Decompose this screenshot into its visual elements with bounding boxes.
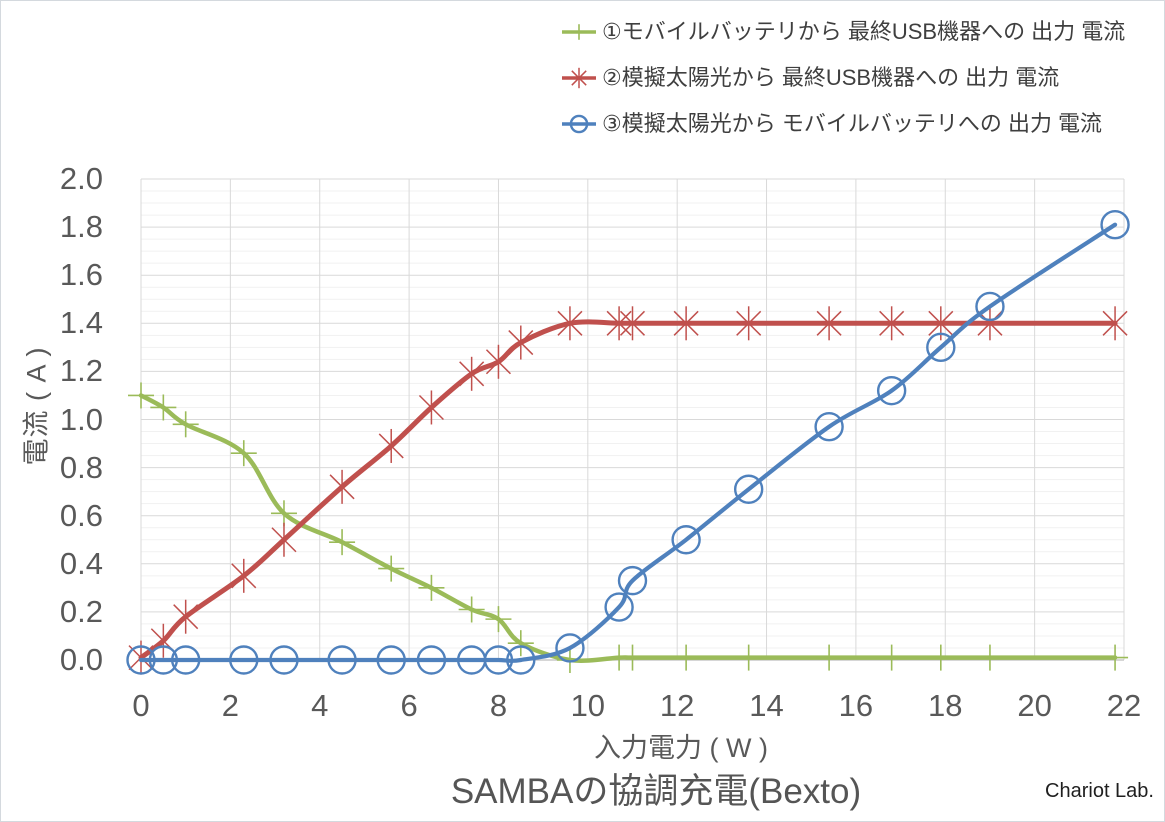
y-tick-label: 1.6 xyxy=(59,257,103,293)
x-tick-label: 10 xyxy=(570,688,606,723)
legend-item-1: ①モバイルバッテリから 最終USB機器への 出力 電流 xyxy=(562,18,1125,46)
y-tick-label: 1.8 xyxy=(59,209,103,245)
series-2-line xyxy=(138,319,1118,661)
x-tick-label: 18 xyxy=(928,688,963,723)
legend-marker-asterisk-icon xyxy=(562,67,596,89)
legend-item-2: ②模擬太陽光から 最終USB機器への 出力 電流 xyxy=(562,64,1059,92)
y-tick-label: 1.0 xyxy=(59,401,103,437)
legend-item-label: ①モバイルバッテリから 最終USB機器への 出力 電流 xyxy=(602,19,1126,44)
x-tick-label: 12 xyxy=(659,688,695,723)
legend-item-label: ②模擬太陽光から 最終USB機器への 出力 電流 xyxy=(602,65,1060,90)
series-2-markers xyxy=(128,306,1128,675)
legend-item-label: ③模擬太陽光から モバイルバッテリへの 出力 電流 xyxy=(602,111,1103,136)
y-tick-label: 1.2 xyxy=(59,353,103,389)
series-1-markers xyxy=(128,382,1129,673)
x-tick-label: 22 xyxy=(1106,688,1142,723)
chart-title: SAMBAの協調充電(Bexto) xyxy=(450,772,862,811)
x-tick-label: 0 xyxy=(132,688,150,723)
legend-marker-plus-icon xyxy=(562,24,596,40)
legend-marker-circle-icon xyxy=(562,114,596,134)
y-axis-title: 電流 ( A ) xyxy=(21,346,52,466)
y-tick-label: 0.8 xyxy=(59,449,103,485)
x-tick-label: 4 xyxy=(311,688,329,723)
y-tick-label: 2.0 xyxy=(59,161,103,196)
series-3-markers xyxy=(126,209,1130,675)
y-tick-label: 0.0 xyxy=(59,642,103,677)
x-tick-label: 16 xyxy=(838,688,874,723)
x-tick-label: 14 xyxy=(749,688,784,723)
x-tick-label: 20 xyxy=(1017,688,1052,723)
x-tick-label: 2 xyxy=(221,688,239,723)
y-tick-label: 0.4 xyxy=(59,545,103,581)
x-axis-title: 入力電力 ( W ) xyxy=(594,733,768,763)
x-tick-label: 6 xyxy=(400,688,418,723)
y-tick-label: 0.6 xyxy=(59,497,103,533)
y-tick-label: 0.2 xyxy=(59,593,103,629)
watermark-text: Chariot Lab. xyxy=(1045,780,1154,802)
y-tick-label: 1.4 xyxy=(59,305,103,341)
x-tick-label: 8 xyxy=(489,688,508,723)
legend-item-3: ③模擬太陽光から モバイルバッテリへの 出力 電流 xyxy=(562,110,1102,138)
